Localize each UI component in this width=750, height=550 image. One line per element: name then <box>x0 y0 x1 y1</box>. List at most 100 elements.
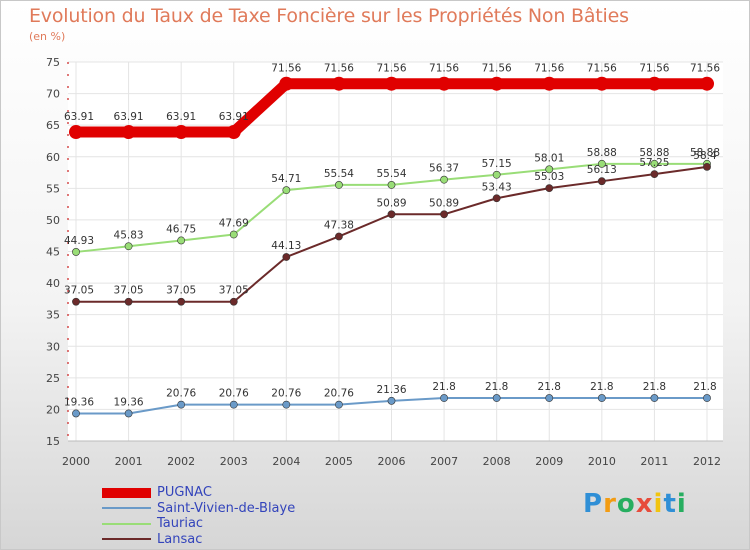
data-label: 47.69 <box>219 218 249 230</box>
data-point <box>387 396 396 405</box>
data-label: 63.91 <box>166 111 196 123</box>
data-label: 71.56 <box>429 63 459 75</box>
data-label: 21.8 <box>538 381 561 393</box>
logo-letter: i <box>653 489 664 519</box>
y-axis-unit-label: (en %) <box>29 30 66 43</box>
data-label: 21.8 <box>432 381 455 393</box>
data-label: 71.56 <box>587 63 617 75</box>
legend-item-tauriac[interactable]: Tauriac <box>102 516 295 532</box>
x-tick-label: 2007 <box>430 455 458 468</box>
data-label: 46.75 <box>166 223 196 235</box>
data-label: 21.8 <box>643 381 666 393</box>
data-label: 58.4 <box>693 150 717 162</box>
data-label: 71.56 <box>639 63 669 75</box>
data-label: 37.05 <box>166 285 196 297</box>
data-point <box>703 162 711 171</box>
data-label: 21.8 <box>590 381 613 393</box>
x-tick-label: 2000 <box>62 455 90 468</box>
data-label: 21.8 <box>485 381 508 393</box>
data-label: 55.54 <box>324 168 354 180</box>
data-label: 58.88 <box>690 147 720 159</box>
y-tick-label: 60 <box>46 151 60 164</box>
legend-swatch <box>102 487 151 498</box>
data-point <box>229 297 238 306</box>
y-tick-label: 65 <box>46 119 60 132</box>
data-label: 37.05 <box>64 285 94 297</box>
y-tick-label: 45 <box>46 246 60 259</box>
logo-letter: r <box>603 489 617 519</box>
data-point <box>124 297 133 306</box>
data-point <box>72 248 80 256</box>
data-point <box>124 242 133 251</box>
data-label: 71.56 <box>482 63 512 75</box>
data-point <box>72 409 80 418</box>
data-label: 57.15 <box>482 158 512 170</box>
data-point <box>597 159 606 168</box>
logo-letter: P <box>583 489 604 519</box>
logo-letter: i <box>676 489 687 519</box>
data-label: 58.01 <box>534 152 564 164</box>
proxiti-logo[interactable]: Proxiti <box>583 489 687 519</box>
data-point <box>545 165 554 174</box>
data-label: 50.89 <box>376 197 406 209</box>
data-label: 54.71 <box>271 173 301 185</box>
data-label: 45.83 <box>114 229 144 241</box>
data-point <box>69 125 83 140</box>
x-tick-label: 2011 <box>640 455 668 468</box>
data-label: 37.05 <box>219 285 249 297</box>
x-tick-label: 2012 <box>693 455 721 468</box>
data-point <box>282 186 291 195</box>
data-label: 58.88 <box>587 147 617 159</box>
data-point <box>440 175 448 184</box>
data-label: 63.91 <box>64 111 94 123</box>
data-point <box>282 400 291 409</box>
data-point <box>279 76 294 91</box>
legend-item-lansac[interactable]: Lansac <box>102 532 295 548</box>
legend-label: Tauriac <box>157 516 204 532</box>
data-label: 20.76 <box>219 388 249 400</box>
data-label: 44.13 <box>271 240 301 252</box>
data-label: 71.56 <box>271 63 301 75</box>
x-tick-label: 2006 <box>378 455 406 468</box>
data-point <box>700 76 714 91</box>
data-point <box>650 159 659 168</box>
data-point <box>492 194 501 203</box>
y-tick-label: 50 <box>46 214 60 227</box>
data-point <box>121 125 136 140</box>
data-label: 56.37 <box>429 163 459 175</box>
data-label: 71.56 <box>376 63 406 75</box>
x-tick-label: 2008 <box>483 455 511 468</box>
data-point <box>282 253 291 261</box>
data-point <box>650 394 659 402</box>
legend-label: PUGNAC <box>157 485 212 501</box>
data-point <box>492 170 501 179</box>
data-point <box>703 394 711 402</box>
data-point <box>335 181 343 189</box>
legend-item-saint-vivien-de-blaye[interactable]: Saint-Vivien-de-Blaye <box>102 501 295 517</box>
y-tick-label: 15 <box>46 435 60 448</box>
data-point <box>437 76 452 91</box>
data-point <box>597 177 606 186</box>
data-label: 63.91 <box>114 111 144 123</box>
data-label: 55.54 <box>376 168 406 180</box>
data-label: 19.36 <box>114 396 144 408</box>
data-point <box>387 210 396 219</box>
data-label: 63.91 <box>219 111 249 123</box>
data-point <box>545 184 554 193</box>
data-point <box>387 181 396 189</box>
legend-item-pugnac[interactable]: PUGNAC <box>102 485 295 501</box>
x-tick-label: 2010 <box>588 455 616 468</box>
data-point <box>594 76 609 91</box>
legend: PUGNAC Saint-Vivien-de-Blaye Tauriac Lan… <box>102 485 295 547</box>
data-point <box>226 125 241 140</box>
y-tick-label: 20 <box>46 403 60 416</box>
data-label: 50.89 <box>429 197 459 209</box>
data-point <box>384 76 399 91</box>
data-label: 56.13 <box>587 164 617 176</box>
x-tick-label: 2002 <box>167 455 195 468</box>
data-label: 19.36 <box>64 396 94 408</box>
legend-label: Lansac <box>157 531 203 547</box>
legend-label: Saint-Vivien-de-Blaye <box>157 500 296 516</box>
data-label: 21.36 <box>376 384 406 396</box>
